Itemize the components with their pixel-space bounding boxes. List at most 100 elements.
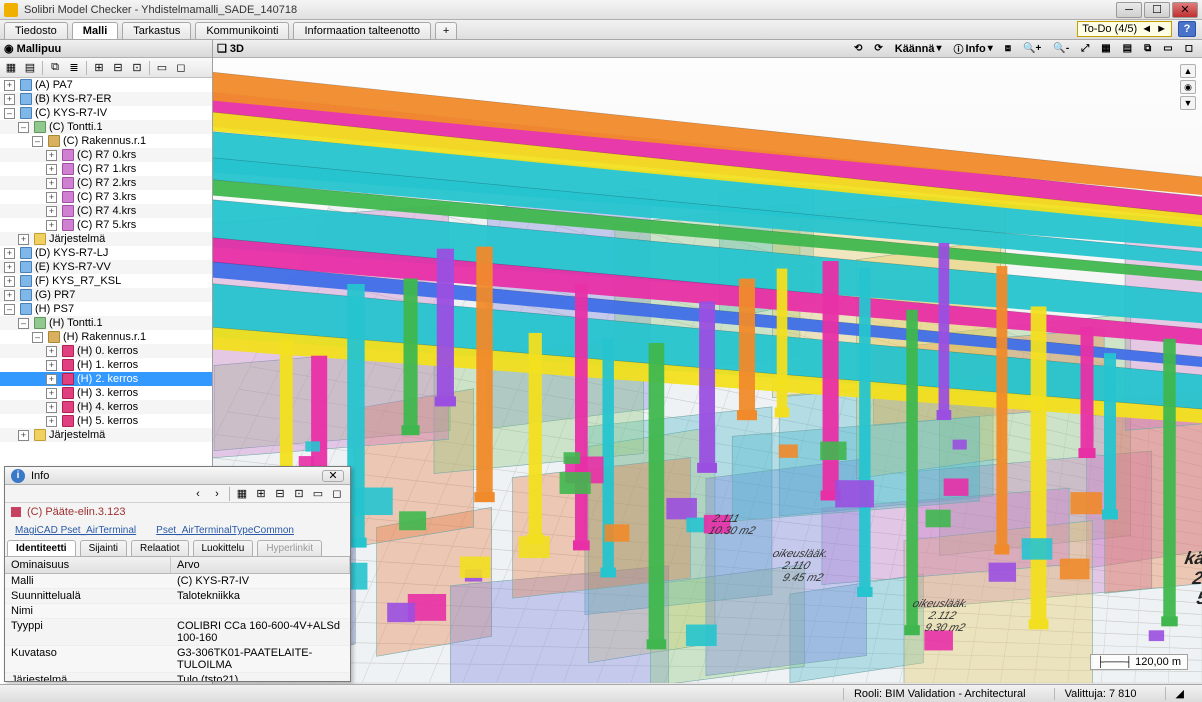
prop-row[interactable]: KuvatasoG3-306TK01-PAATELAITE-TULOILMA <box>5 646 350 673</box>
tree-row[interactable]: +(E) KYS-R7-VV <box>0 260 212 274</box>
info-tab-link[interactable]: MagiCAD Pset_AirTerminal <box>7 523 144 538</box>
tree-row[interactable]: +(C) R7 2.krs <box>0 176 212 190</box>
todo-prev-icon[interactable]: ◄ <box>1141 23 1152 35</box>
tree-row[interactable]: –(C) Rakennus.r.1 <box>0 134 212 148</box>
info-tool-3[interactable]: ⊟ <box>271 486 289 502</box>
nav-cube[interactable]: ▲ ◉ ▼ <box>1180 64 1196 112</box>
status-resize-grip[interactable]: ◢ <box>1165 687 1194 700</box>
tab-add[interactable]: + <box>435 22 457 39</box>
tree-row[interactable]: +(A) PA7 <box>0 78 212 92</box>
info-tab-link[interactable]: Pset_AirTerminalTypeCommon <box>148 523 302 538</box>
tree-tool-7[interactable]: ⊡ <box>128 60 146 76</box>
info-tool-6[interactable]: ◻ <box>328 486 346 502</box>
tree-tool-9[interactable]: ◻ <box>172 60 190 76</box>
nav-cube-mid[interactable]: ◉ <box>1180 80 1196 94</box>
tree-tool-5[interactable]: ⊞ <box>90 60 108 76</box>
info-tool-5[interactable]: ▭ <box>309 486 327 502</box>
collapse-icon[interactable]: – <box>18 318 29 329</box>
tree-row[interactable]: –(H) PS7 <box>0 302 212 316</box>
info-tab-sijainti[interactable]: Sijainti <box>80 540 127 556</box>
view-3d-canvas[interactable]: ▲ ◉ ▼ ├───┤ 120,00 m oikeuslääk.2.1109.4… <box>213 58 1202 684</box>
tree-row[interactable]: +(H) 5. kerros <box>0 414 212 428</box>
tree-row[interactable]: +(F) KYS_R7_KSL <box>0 274 212 288</box>
expand-icon[interactable]: + <box>46 178 57 189</box>
tree-tool-6[interactable]: ⊟ <box>109 60 127 76</box>
view3d-tool-7[interactable]: ⧉ <box>1139 42 1156 56</box>
tree-tool-2[interactable]: ▤ <box>21 60 39 76</box>
tree-row[interactable]: +(H) 2. kerros <box>0 372 212 386</box>
expand-icon[interactable]: + <box>46 346 57 357</box>
expand-icon[interactable]: + <box>46 192 57 203</box>
tab-tarkastus[interactable]: Tarkastus <box>122 22 191 39</box>
tree-tool-1[interactable]: ▦ <box>2 60 20 76</box>
prop-col-value[interactable]: Arvo <box>171 557 350 573</box>
tree-row[interactable]: +(G) PR7 <box>0 288 212 302</box>
expand-icon[interactable]: + <box>46 402 57 413</box>
view3d-tool-4[interactable]: ⤢ <box>1076 42 1094 56</box>
todo-indicator[interactable]: To-Do (4/5) ◄ ► <box>1077 21 1172 37</box>
tree-row[interactable]: +(B) KYS-R7-ER <box>0 92 212 106</box>
expand-icon[interactable]: + <box>46 206 57 217</box>
expand-icon[interactable]: + <box>46 374 57 385</box>
tree-row[interactable]: –(C) KYS-R7-IV <box>0 106 212 120</box>
info-tool-4[interactable]: ⊡ <box>290 486 308 502</box>
info-nav-fwd[interactable]: › <box>208 486 226 502</box>
tree-row[interactable]: +(C) R7 5.krs <box>0 218 212 232</box>
expand-icon[interactable]: + <box>18 430 29 441</box>
collapse-icon[interactable]: – <box>4 108 15 119</box>
minimize-button[interactable]: ─ <box>1116 2 1142 18</box>
expand-icon[interactable]: + <box>4 290 15 301</box>
expand-icon[interactable]: + <box>46 150 57 161</box>
tree-row[interactable]: +Järjestelmä <box>0 232 212 246</box>
view3d-tool-9[interactable]: ◻ <box>1180 42 1198 56</box>
maximize-button[interactable]: ☐ <box>1144 2 1170 18</box>
info-title-bar[interactable]: i Info ✕ <box>5 467 350 485</box>
info-tool-1[interactable]: ▦ <box>233 486 251 502</box>
view3d-tool-5[interactable]: ▦ <box>1096 42 1115 56</box>
expand-icon[interactable]: + <box>46 416 57 427</box>
view3d-rotate[interactable]: Käännä ▾ <box>890 42 947 56</box>
view3d-tool-1[interactable]: ⧈ <box>1000 42 1016 56</box>
view3d-info[interactable]: ⓘ Info ▾ <box>949 42 998 56</box>
expand-icon[interactable]: + <box>4 262 15 273</box>
view3d-tool-8[interactable]: ▭ <box>1158 42 1177 56</box>
expand-icon[interactable]: + <box>46 164 57 175</box>
view3d-tool-2[interactable]: 🔍+ <box>1018 42 1046 56</box>
tree-row[interactable]: +(C) R7 3.krs <box>0 190 212 204</box>
tree-tool-3[interactable]: ⧉ <box>46 60 64 76</box>
expand-icon[interactable]: + <box>4 276 15 287</box>
expand-icon[interactable]: + <box>46 388 57 399</box>
expand-icon[interactable]: + <box>46 220 57 231</box>
tree-row[interactable]: +(H) 1. kerros <box>0 358 212 372</box>
tree-row[interactable]: +(H) 3. kerros <box>0 386 212 400</box>
tree-row[interactable]: +(H) 0. kerros <box>0 344 212 358</box>
tree-tool-4[interactable]: ≣ <box>65 60 83 76</box>
prop-row[interactable]: JärjestelmäTulo (tsto21) <box>5 673 350 681</box>
expand-icon[interactable]: + <box>4 80 15 91</box>
view3d-tool-3[interactable]: 🔍- <box>1048 42 1074 56</box>
tree-row[interactable]: +(D) KYS-R7-LJ <box>0 246 212 260</box>
view3d-nav-next[interactable]: ⟳ <box>869 42 887 56</box>
info-nav-back[interactable]: ‹ <box>189 486 207 502</box>
prop-col-key[interactable]: Ominaisuus <box>5 557 171 573</box>
collapse-icon[interactable]: – <box>32 332 43 343</box>
collapse-icon[interactable]: – <box>4 304 15 315</box>
info-tab-relaatiot[interactable]: Relaatiot <box>131 540 188 556</box>
collapse-icon[interactable]: – <box>32 136 43 147</box>
nav-cube-bottom[interactable]: ▼ <box>1180 96 1196 110</box>
prop-row[interactable]: Nimi <box>5 604 350 619</box>
expand-icon[interactable]: + <box>4 94 15 105</box>
prop-row[interactable]: Malli(C) KYS-R7-IV <box>5 574 350 589</box>
tree-row[interactable]: +(C) R7 0.krs <box>0 148 212 162</box>
tab-tiedosto[interactable]: Tiedosto <box>4 22 68 39</box>
tree-row[interactable]: –(H) Tontti.1 <box>0 316 212 330</box>
tab-malli[interactable]: Malli <box>72 22 118 39</box>
info-tab-luokittelu[interactable]: Luokittelu <box>193 540 254 556</box>
expand-icon[interactable]: + <box>4 248 15 259</box>
todo-next-icon[interactable]: ► <box>1156 23 1167 35</box>
tree-row[interactable]: –(H) Rakennus.r.1 <box>0 330 212 344</box>
tree-row[interactable]: +(C) R7 1.krs <box>0 162 212 176</box>
nav-cube-top[interactable]: ▲ <box>1180 64 1196 78</box>
info-tool-2[interactable]: ⊞ <box>252 486 270 502</box>
tree-row[interactable]: +Järjestelmä <box>0 428 212 442</box>
